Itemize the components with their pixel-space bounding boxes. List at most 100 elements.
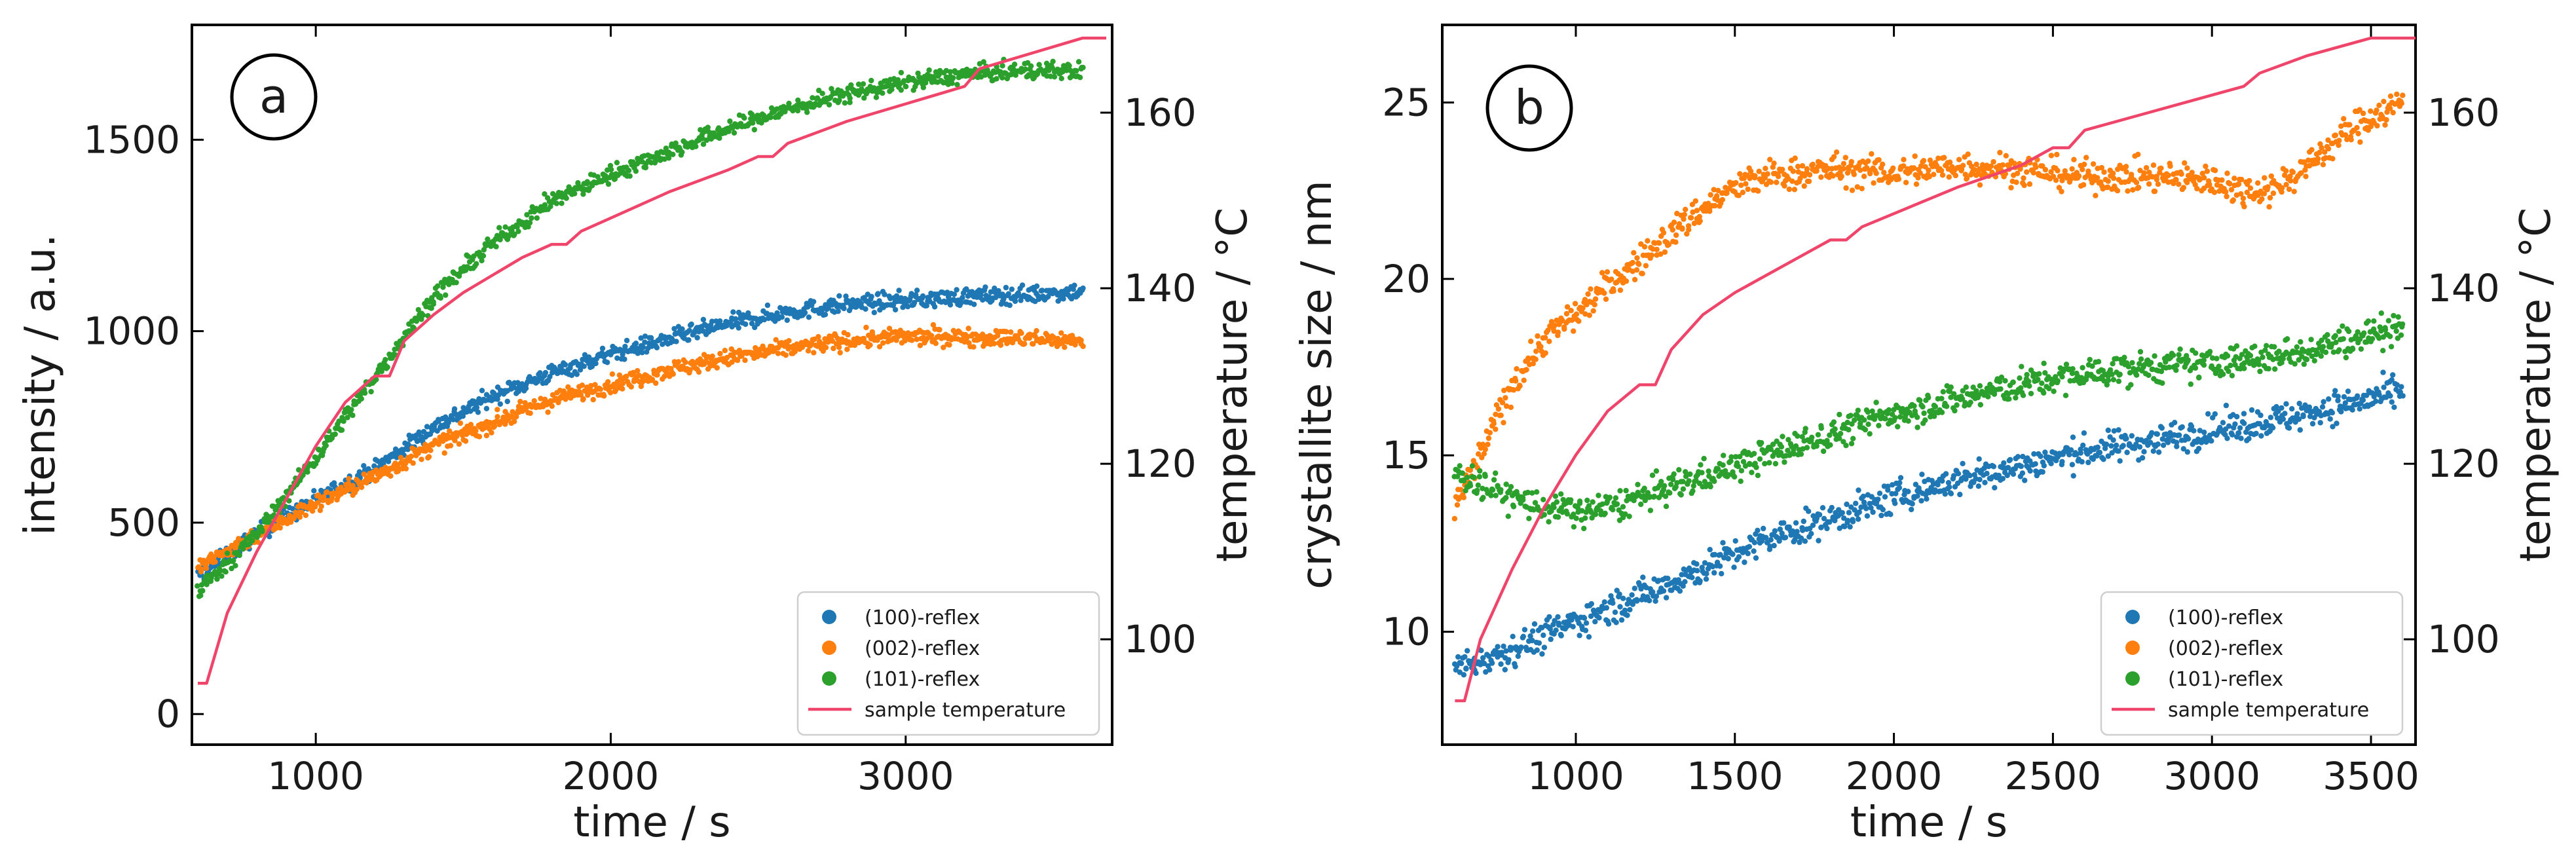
data-point <box>1935 481 1941 488</box>
data-point <box>1827 442 1833 448</box>
data-point <box>2033 164 2039 170</box>
data-point <box>2363 392 2370 398</box>
data-point <box>826 102 832 108</box>
y-tick-label: 500 <box>107 500 180 545</box>
data-point <box>1759 439 1764 446</box>
data-point <box>504 398 510 405</box>
data-point <box>1755 472 1761 479</box>
data-point <box>529 215 534 221</box>
data-point <box>642 333 648 339</box>
data-point <box>847 100 853 105</box>
y-axis-label: intensity / a.u. <box>16 234 65 535</box>
data-point <box>2330 156 2336 162</box>
data-point <box>1681 212 1687 217</box>
data-point <box>348 407 354 413</box>
y-axis-label: crystallite size / nm <box>1293 180 1341 589</box>
data-point <box>2068 176 2074 182</box>
data-point <box>2053 177 2059 183</box>
data-point <box>605 360 610 365</box>
data-point <box>1630 259 1635 266</box>
data-point <box>2236 430 2242 436</box>
data-point <box>339 427 345 433</box>
data-point <box>1034 283 1040 289</box>
data-point <box>2113 442 2119 449</box>
data-point <box>2286 425 2292 431</box>
data-point <box>538 396 544 401</box>
data-point <box>1737 454 1743 460</box>
data-point <box>829 338 836 344</box>
data-point <box>2211 189 2218 195</box>
data-point <box>1451 515 1458 522</box>
data-point <box>811 350 817 356</box>
data-point <box>2342 132 2349 138</box>
data-point <box>2184 165 2190 171</box>
data-point <box>2374 122 2380 129</box>
data-point <box>2194 185 2200 192</box>
data-point <box>2085 168 2091 174</box>
data-point <box>1552 618 1558 623</box>
data-point <box>1554 317 1559 324</box>
data-point <box>383 357 388 363</box>
data-point <box>2143 165 2150 171</box>
data-point <box>2319 404 2326 410</box>
data-point <box>1897 480 1903 486</box>
data-point <box>908 291 914 297</box>
data-point <box>620 386 625 392</box>
data-point <box>2209 438 2214 444</box>
data-point <box>462 438 469 444</box>
data-point <box>1873 170 1879 176</box>
data-point <box>1711 551 1718 557</box>
data-point <box>1561 326 1567 332</box>
data-point <box>1990 158 1996 165</box>
data-point <box>2321 399 2326 405</box>
data-point <box>2376 102 2382 108</box>
data-point <box>1685 223 1692 229</box>
data-point <box>2384 109 2390 115</box>
data-point <box>577 367 584 373</box>
data-point <box>2269 424 2276 431</box>
data-point <box>2258 412 2264 419</box>
data-point <box>1501 420 1506 426</box>
data-point <box>2203 163 2209 170</box>
data-point <box>1793 443 1799 449</box>
data-point <box>1007 302 1013 308</box>
data-point <box>654 344 660 350</box>
data-layer <box>1451 36 2416 703</box>
data-point <box>1656 578 1662 584</box>
data-point <box>2317 149 2323 156</box>
data-point <box>2114 188 2121 194</box>
data-point <box>1840 166 1846 172</box>
data-point <box>633 168 639 174</box>
data-point <box>971 301 977 307</box>
data-point <box>640 344 646 350</box>
data-point <box>2081 161 2087 168</box>
data-point <box>880 90 886 96</box>
data-point <box>1467 483 1474 489</box>
data-point <box>2338 409 2344 415</box>
data-point <box>553 200 559 206</box>
data-point <box>1696 214 1702 219</box>
data-point <box>1880 506 1886 513</box>
data-point <box>1683 474 1689 479</box>
data-point <box>2228 187 2235 193</box>
data-point <box>2320 162 2326 168</box>
data-point <box>2008 185 2014 191</box>
data-point <box>730 309 736 315</box>
data-point <box>920 293 926 299</box>
data-point <box>2256 420 2263 427</box>
data-point <box>2080 442 2086 449</box>
y2-axis-label: temperature / °C <box>1208 208 1257 562</box>
data-point <box>736 325 741 331</box>
data-point <box>1454 502 1461 508</box>
data-point <box>2079 458 2085 465</box>
data-point <box>951 291 958 297</box>
x-axis-label: time / s <box>573 798 730 847</box>
data-point <box>1541 644 1548 650</box>
data-point <box>1620 504 1626 510</box>
data-point <box>845 331 851 338</box>
data-point <box>430 301 436 307</box>
data-point <box>2249 407 2255 413</box>
data-point <box>1697 218 1703 224</box>
data-point <box>836 293 842 299</box>
data-point <box>954 82 960 88</box>
